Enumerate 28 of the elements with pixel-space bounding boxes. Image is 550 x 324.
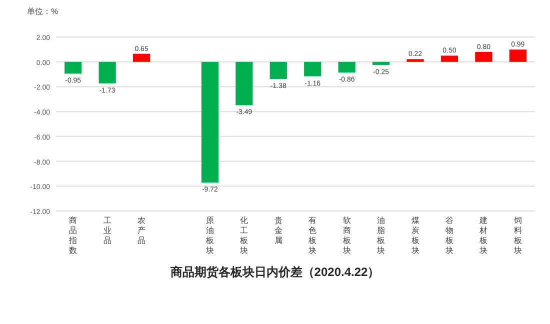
x-tick-label: 化工板块 (239, 216, 248, 255)
bar (338, 62, 356, 73)
text: 单位：% (27, 7, 58, 16)
bar (509, 50, 526, 62)
text: 商品期货各板块日内价差（2020.4.22） (169, 265, 380, 279)
x-tick-label: 建材板块 (478, 216, 488, 255)
x-tick-label: 油脂板块 (376, 216, 386, 255)
x-tick-label: 原油板块 (204, 216, 214, 255)
x-tick-label: 软商板块 (342, 216, 351, 255)
bar (98, 62, 116, 84)
bar (372, 62, 390, 65)
bar (132, 54, 150, 62)
x-tick-label: 谷物板块 (444, 216, 454, 255)
bar (201, 62, 219, 183)
x-tick-label: 煤炭板块 (410, 216, 420, 255)
bar (236, 62, 253, 106)
bar (270, 62, 287, 80)
x-tick-label: 饲料板块 (512, 216, 522, 255)
x-tick-label: 商品指数 (68, 216, 78, 255)
bar (406, 59, 424, 62)
bar (440, 56, 458, 62)
x-tick-label: 有色板块 (308, 216, 317, 255)
bar (64, 62, 82, 74)
bar (304, 62, 322, 76)
bar (475, 52, 492, 62)
x-tick-label: 工业品 (103, 216, 112, 245)
x-tick-label: 贵金属 (274, 216, 282, 245)
x-tick-label: 农产品 (138, 216, 146, 245)
